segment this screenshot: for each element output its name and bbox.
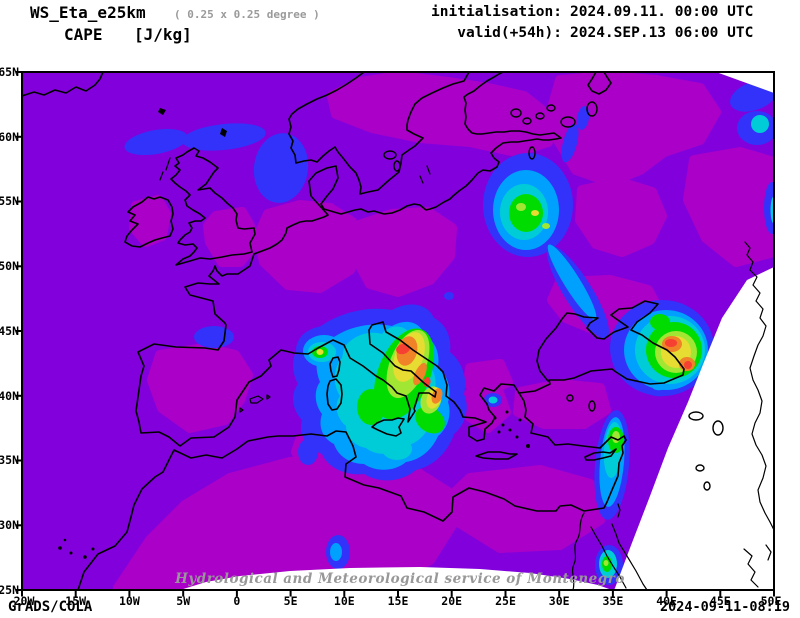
model-title: WS_Eta_e25km	[30, 3, 146, 22]
red-sea-gulfs	[590, 523, 648, 590]
svg-text:10E: 10E	[334, 594, 355, 608]
aegean-islands	[493, 410, 530, 448]
svg-text:35E: 35E	[603, 594, 624, 608]
svg-text:45E: 45E	[710, 594, 731, 608]
coast-cyprus	[584, 448, 617, 461]
volga-caspian-coast	[744, 241, 774, 531]
svg-text:25E: 25E	[495, 594, 516, 608]
coast-continental-nw-europe-baltic	[253, 72, 562, 255]
coast-crete	[475, 451, 518, 460]
coast-norway-sweden	[288, 72, 470, 195]
valid-time-line: valid(+54h): 2024.SEP.13 06:00 UTC	[420, 25, 792, 41]
grid-resolution-note: ( 0.25 x 0.25 degree )	[174, 8, 320, 21]
valid-label: valid(+54h):	[457, 25, 562, 41]
svg-text:40E: 40E	[656, 594, 677, 608]
gotland-oland	[419, 165, 431, 184]
anatolia-caucasus-lakes	[566, 394, 724, 491]
coast-corsica	[329, 356, 341, 378]
coast-white-sea	[587, 72, 612, 95]
balearic-islands	[239, 394, 271, 413]
generation-timestamp: 2024-09-11-08:19	[659, 599, 790, 615]
svg-text:30N: 30N	[0, 518, 19, 532]
shetland-islands	[220, 128, 227, 137]
variable-units: [J/kg]	[134, 25, 192, 44]
grads-credit: GrADS/COLA	[8, 599, 93, 615]
dead-sea-jordan	[617, 503, 621, 518]
coastlines	[22, 72, 774, 590]
svg-text:25N: 25N	[0, 583, 19, 597]
svg-text:20W: 20W	[14, 594, 35, 608]
valid-value: 2024.SEP.13 06:00 UTC	[570, 25, 754, 41]
svg-text:50E: 50E	[761, 594, 782, 608]
coast-great-britain	[170, 147, 256, 266]
svg-text:65N: 65N	[0, 65, 19, 79]
svg-text:0: 0	[233, 594, 240, 608]
svg-text:30E: 30E	[549, 594, 570, 608]
coast-sicily	[371, 417, 405, 437]
coast-france-iberia-medsea-africa	[77, 253, 627, 590]
variable-name: CAPE	[64, 25, 103, 44]
svg-text:60N: 60N	[0, 130, 19, 144]
longitude-labels: 20W 15W 10W 5W 0 5E 10E 15E 20E 25E 30E …	[14, 594, 782, 608]
outside-bottom-band	[180, 567, 612, 590]
initialisation-line: initialisation: 2024.09.11. 00:00 UTC	[420, 4, 792, 20]
svg-text:15E: 15E	[388, 594, 409, 608]
cape-field	[22, 72, 774, 590]
coast-iceland	[22, 72, 104, 97]
outside-top-right	[716, 72, 774, 93]
svg-text:5W: 5W	[176, 594, 190, 608]
coast-marmara-blacksea	[518, 300, 685, 394]
outside-bottom-right	[614, 267, 774, 590]
initialisation-label: initialisation:	[431, 4, 562, 20]
svg-text:5E: 5E	[284, 594, 298, 608]
faroe-islands	[158, 108, 166, 115]
scandinavian-russian-lakes	[383, 101, 598, 172]
persian-gulf-coast	[743, 544, 772, 588]
hebrides	[159, 157, 171, 181]
svg-text:40N: 40N	[0, 389, 19, 403]
axis-ticks	[15, 71, 775, 597]
outside-domain	[180, 72, 774, 590]
cape-level-red-patches	[396, 339, 692, 387]
initialisation-value: 2024.09.11. 00:00 UTC	[570, 4, 754, 20]
atlantic-islands	[58, 538, 95, 559]
coast-sardinia	[326, 378, 343, 411]
svg-text:50N: 50N	[0, 259, 19, 273]
watermark: Hydrological and Meteorological service …	[174, 571, 625, 587]
latitude-labels: 65N 60N 55N 50N 45N 40N 35N 30N 25N	[0, 65, 19, 597]
svg-text:35N: 35N	[0, 453, 19, 467]
svg-text:55N: 55N	[0, 194, 19, 208]
svg-text:45N: 45N	[0, 324, 19, 338]
svg-text:15W: 15W	[65, 594, 86, 608]
svg-text:20E: 20E	[441, 594, 462, 608]
nile-river	[571, 512, 585, 590]
coast-ireland	[124, 196, 174, 248]
svg-text:10W: 10W	[119, 594, 140, 608]
